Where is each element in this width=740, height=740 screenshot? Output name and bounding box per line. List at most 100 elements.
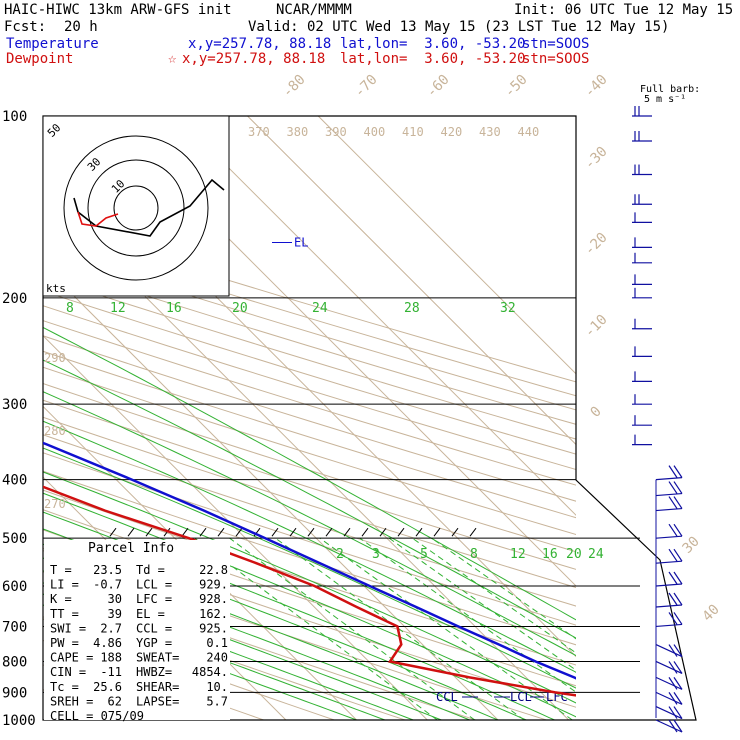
- hodograph-ring: [63, 135, 209, 281]
- parcel-info-value: 240: [206, 651, 228, 665]
- hodograph-trace-black: [73, 178, 225, 237]
- tick-mark: [217, 527, 225, 537]
- parcel-info-key: LAPSE=: [136, 694, 179, 708]
- wind-barb: [632, 252, 652, 264]
- parcel-info-panel: [44, 540, 230, 720]
- theta-label: 380: [287, 125, 309, 139]
- tick-mark: [451, 527, 459, 537]
- parcel-info-key: HWBZ=: [136, 665, 172, 679]
- model-title: HAIC-HIWC 13km ARW-GFS init: [4, 2, 232, 18]
- parcel-info-value: 62: [108, 694, 122, 708]
- parcel-info-value: 4854.: [192, 665, 228, 679]
- pressure-label: 300: [2, 397, 27, 413]
- legend-temperature-name: Temperature: [6, 36, 99, 52]
- wind-barb: [655, 643, 683, 658]
- tick-mark: [199, 527, 207, 537]
- mixing-ratio-line: [194, 537, 438, 720]
- wind-barb: [632, 434, 652, 446]
- wind-barb: [632, 287, 652, 299]
- tick-mark: [379, 527, 387, 537]
- parcel-info-value: 30: [108, 592, 122, 606]
- theta-e-label: 12: [110, 301, 126, 316]
- wind-barb: [632, 318, 652, 330]
- wind-barb: [632, 131, 652, 142]
- pressure-label: 800: [2, 654, 27, 670]
- dry-adiabat-line: [43, 571, 476, 720]
- pressure-label: 200: [2, 291, 27, 307]
- hodograph-trace-red: [77, 211, 119, 227]
- parcel-info-key: CCL =: [136, 621, 172, 635]
- parcel-info-value: 928.: [199, 592, 228, 606]
- parcel-info-value: 2.7: [100, 621, 122, 635]
- tick-mark: [433, 527, 441, 537]
- isotherm-line: [43, 334, 428, 720]
- mixing-ratio-label: 8: [470, 547, 478, 562]
- theta-label: 400: [364, 125, 386, 139]
- theta-e-label: 24: [312, 301, 328, 316]
- theta-label: 440: [518, 125, 540, 139]
- legend-dewpoint-marker-icon: ☆: [168, 51, 177, 67]
- dry-adiabat-line: [43, 290, 576, 455]
- mixing-ratio-line: [388, 537, 576, 671]
- pressure-label: 900: [2, 685, 27, 701]
- dry-adiabat-line: [43, 305, 576, 470]
- parcel-info-value: -0.7: [93, 578, 122, 592]
- dry-adiabat-line: [43, 235, 576, 397]
- legend-temperature-coords: x,y=257.78, 88.18: [188, 36, 332, 52]
- theta-e-label: 28: [404, 301, 420, 316]
- parcel-info-key: YGP =: [136, 636, 172, 650]
- mixing-ratio-label: 2: [336, 547, 344, 562]
- dry-adiabat-line: [43, 470, 576, 646]
- pressure-label: 600: [2, 579, 27, 595]
- dry-adiabat-line: [43, 262, 576, 425]
- dry-adiabat-line: [43, 222, 576, 383]
- mixing-ratio-label: 12: [510, 547, 526, 562]
- dry-adiabat-line: [43, 434, 576, 607]
- mixing-ratio-line: [319, 537, 573, 720]
- theta-label: 390: [325, 125, 347, 139]
- wind-barb: [655, 523, 683, 539]
- wind-barb: [632, 164, 652, 176]
- parcel-info-value: 188: [100, 651, 122, 665]
- isotherm-line: [43, 617, 145, 720]
- parcel-info-value: 22.8: [199, 563, 228, 577]
- tick-mark: [307, 527, 315, 537]
- wind-legend-line2: 5 m s⁻¹: [644, 94, 687, 105]
- parcel-info-value: -11: [100, 665, 122, 679]
- tick-mark: [109, 527, 117, 537]
- pressure-label: 500: [2, 531, 27, 547]
- parcel-info-key: LI =: [50, 578, 79, 592]
- wind-barb: [632, 212, 652, 223]
- wind-barb: [655, 719, 683, 733]
- org-label: NCAR/MMMM: [276, 2, 352, 18]
- wind-barb: [632, 106, 652, 117]
- parcel-info-key: CAPE =: [50, 651, 93, 665]
- wind-barb: [632, 394, 652, 405]
- wind-barb: [655, 660, 683, 675]
- pressure-label: 700: [2, 619, 27, 635]
- wind-barb: [655, 571, 683, 587]
- parcel-info-key: TT =: [50, 607, 79, 621]
- legend-temperature-station: stn=SOOS: [522, 36, 590, 52]
- mixing-ratio-line: [412, 537, 576, 654]
- tick-mark: [145, 527, 153, 537]
- parcel-info-value: 4.86: [93, 636, 122, 650]
- ccl-label: CCL: [436, 690, 458, 704]
- theta-label: 270: [44, 497, 66, 511]
- wind-barb: [655, 676, 683, 690]
- parcel-info-cell: CELL = 075/09: [50, 709, 144, 723]
- wind-barb: [655, 612, 683, 628]
- parcel-info-value: 162.: [199, 607, 228, 621]
- theta-label: 410: [402, 125, 424, 139]
- parcel-info-key: PW =: [50, 636, 79, 650]
- tick-mark: [271, 527, 279, 537]
- dry-adiabat-line: [43, 335, 576, 502]
- theta-label: 370: [248, 125, 270, 139]
- theta-label: 430: [479, 125, 501, 139]
- pressure-label: 400: [2, 473, 27, 489]
- wind-barb: [632, 346, 652, 357]
- dry-adiabat-line: [43, 276, 576, 440]
- parcel-info-value: 925.: [199, 621, 228, 635]
- wind-barb: [655, 592, 683, 608]
- lcl-label: LCL: [510, 690, 532, 704]
